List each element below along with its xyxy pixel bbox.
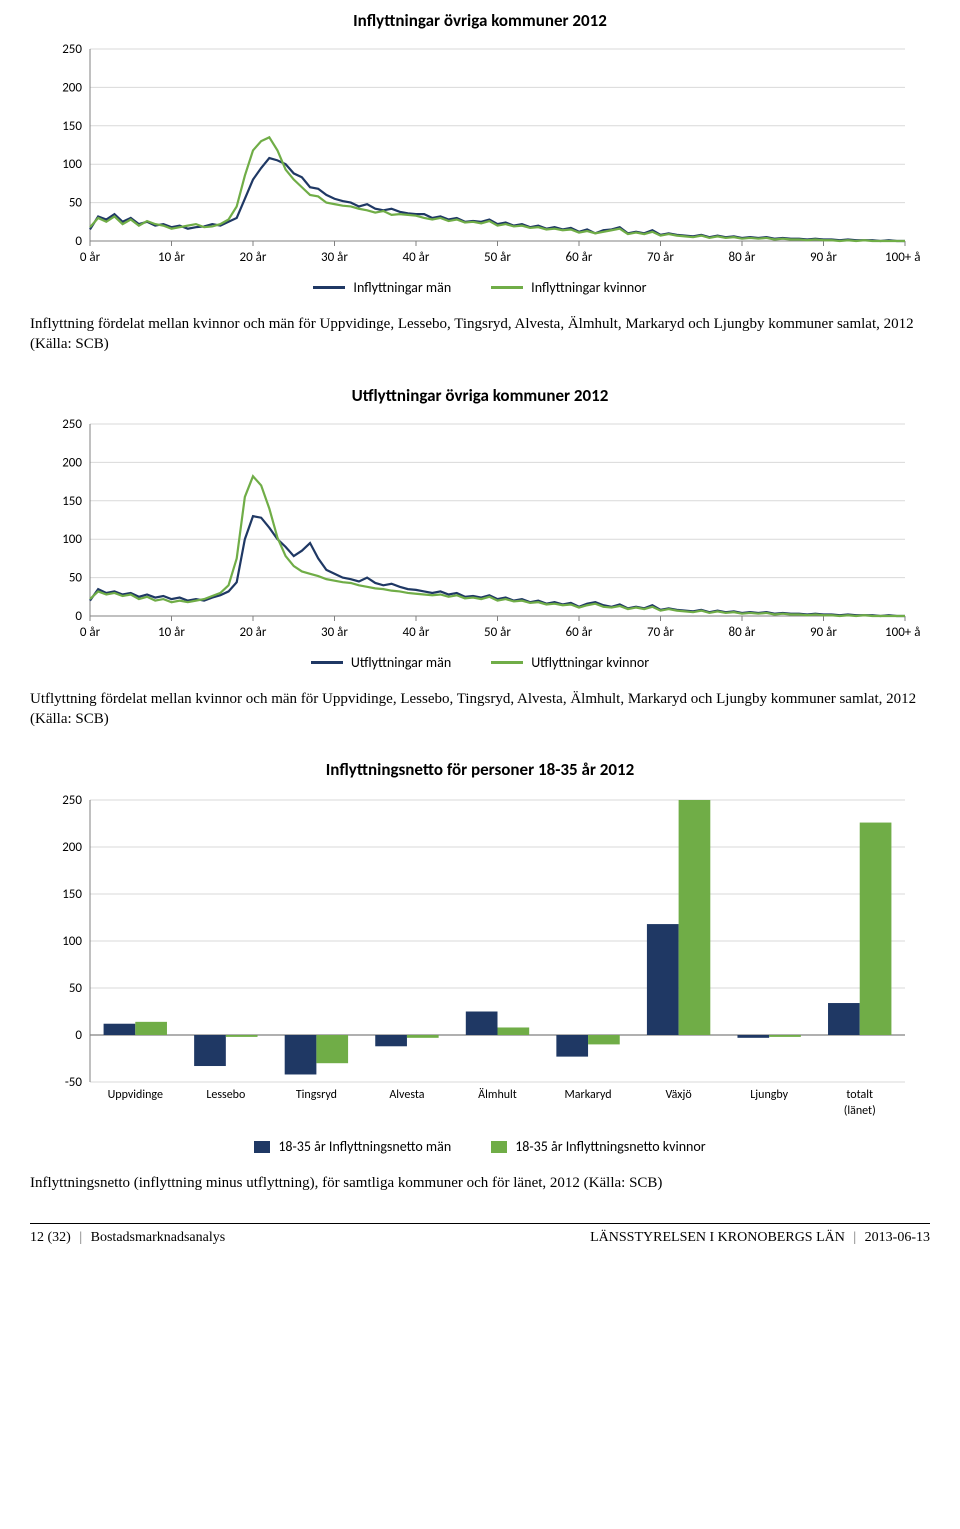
footer-separator: | (853, 1230, 856, 1245)
caption-2: Utflyttning fördelat mellan kvinnor och … (30, 689, 930, 730)
svg-text:0 år: 0 år (80, 250, 101, 265)
svg-text:100+ år: 100+ år (885, 625, 920, 640)
svg-text:250: 250 (62, 42, 82, 57)
svg-text:200: 200 (62, 455, 82, 470)
caption-3: Inflyttningsnetto (inflyttning minus utf… (30, 1173, 930, 1193)
footer-separator: | (79, 1230, 82, 1245)
svg-text:40 år: 40 år (403, 250, 430, 265)
chart2-legend: Utflyttningar män Utflyttningar kvinnor (30, 654, 930, 671)
svg-text:50 år: 50 år (484, 250, 511, 265)
legend-item-women: Inflyttningar kvinnor (491, 279, 646, 296)
svg-text:10 år: 10 år (158, 250, 185, 265)
legend-label: Inflyttningar män (353, 279, 451, 296)
legend-line-icon (311, 661, 343, 664)
legend-label: Utflyttningar män (351, 654, 451, 671)
svg-text:250: 250 (62, 793, 82, 808)
legend-label: Utflyttningar kvinnor (531, 654, 649, 671)
svg-text:0: 0 (75, 609, 82, 624)
footer-left: 12 (32) | Bostadsmarknadsanalys (30, 1230, 225, 1246)
svg-text:60 år: 60 år (566, 625, 593, 640)
legend-label: 18-35 år Inflyttningsnetto män (278, 1138, 451, 1155)
line-chart-inflyttningar: Inflyttningar övriga kommuner 2012 0 50 10… (30, 10, 930, 296)
svg-text:100: 100 (62, 934, 82, 949)
chart3-svg: -50 0 50 100 150 200 250 Uppvidinge Lessebo Tings… (40, 790, 920, 1130)
legend-line-icon (313, 286, 345, 289)
svg-text:80 år: 80 år (729, 625, 756, 640)
svg-text:150: 150 (62, 119, 82, 134)
legend-item-women: 18-35 år Inflyttningsnetto kvinnor (491, 1138, 705, 1155)
svg-text:Lessebo: Lessebo (206, 1088, 245, 1102)
chart2-title: Utflyttningar övriga kommuner 2012 (30, 385, 930, 406)
line-chart-utflyttningar: Utflyttningar övriga kommuner 2012 0 50 10… (30, 385, 930, 671)
svg-text:30 år: 30 år (321, 625, 348, 640)
svg-text:150: 150 (62, 493, 82, 508)
footer-date: 2013-06-13 (865, 1230, 930, 1245)
svg-text:100+ år: 100+ år (885, 250, 920, 265)
svg-text:Tingsryd: Tingsryd (296, 1088, 337, 1102)
svg-text:50: 50 (69, 196, 83, 211)
chart3-title: Inflyttningsnetto för personer 18-35 år … (30, 759, 930, 780)
svg-text:50 år: 50 år (484, 625, 511, 640)
svg-text:0: 0 (75, 234, 82, 249)
legend-item-women: Utflyttningar kvinnor (491, 654, 649, 671)
svg-text:90 år: 90 år (810, 625, 837, 640)
legend-line-icon (491, 286, 523, 289)
svg-text:(länet): (länet) (844, 1104, 876, 1118)
legend-box-icon (254, 1141, 270, 1153)
svg-text:100: 100 (62, 532, 82, 547)
legend-label: Inflyttningar kvinnor (531, 279, 646, 296)
svg-text:Älmhult: Älmhult (478, 1087, 517, 1102)
svg-text:Alvesta: Alvesta (389, 1088, 424, 1102)
chart3-legend: 18-35 år Inflyttningsnetto män 18-35 år … (30, 1138, 930, 1155)
svg-text:40 år: 40 år (403, 625, 430, 640)
svg-text:30 år: 30 år (321, 250, 348, 265)
legend-box-icon (491, 1141, 507, 1153)
legend-line-icon (491, 661, 523, 664)
footer-right: LÄNSSTYRELSEN I KRONOBERGS LÄN | 2013-06… (590, 1230, 930, 1246)
bar-chart-netto: Inflyttningsnetto för personer 18-35 år … (30, 759, 930, 1155)
svg-text:-50: -50 (65, 1075, 83, 1090)
svg-text:200: 200 (62, 80, 82, 95)
footer-doc: Bostadsmarknadsanalys (91, 1230, 226, 1245)
caption-1: Inflyttning fördelat mellan kvinnor och … (30, 314, 930, 355)
svg-text:20 år: 20 år (240, 625, 267, 640)
svg-text:80 år: 80 år (729, 250, 756, 265)
svg-text:totalt: totalt (846, 1088, 873, 1102)
legend-label: 18-35 år Inflyttningsnetto kvinnor (515, 1138, 705, 1155)
svg-text:60 år: 60 år (566, 250, 593, 265)
legend-item-men: 18-35 år Inflyttningsnetto män (254, 1138, 451, 1155)
svg-text:90 år: 90 år (810, 250, 837, 265)
svg-text:100: 100 (62, 157, 82, 172)
chart2-svg: 0 50 100 150 200 250 0 år 10 år 20 år 30 år 40 år 5… (40, 416, 920, 646)
page-footer: 12 (32) | Bostadsmarknadsanalys LÄNSSTYR… (30, 1223, 930, 1246)
legend-item-men: Utflyttningar män (311, 654, 451, 671)
svg-text:250: 250 (62, 417, 82, 432)
chart1-title: Inflyttningar övriga kommuner 2012 (30, 10, 930, 31)
chart1-svg: 0 50 100 150 200 250 0 år 10 år 20 år 30 år 40 år 5… (40, 41, 920, 271)
footer-page: 12 (32) (30, 1230, 71, 1245)
svg-text:20 år: 20 år (240, 250, 267, 265)
svg-text:70 år: 70 år (647, 625, 674, 640)
legend-item-men: Inflyttningar män (313, 279, 451, 296)
svg-text:Markaryd: Markaryd (565, 1088, 612, 1102)
svg-text:150: 150 (62, 887, 82, 902)
svg-text:70 år: 70 år (647, 250, 674, 265)
svg-text:0 år: 0 år (80, 625, 101, 640)
svg-text:50: 50 (69, 570, 83, 585)
svg-text:50: 50 (69, 981, 83, 996)
footer-org: LÄNSSTYRELSEN I KRONOBERGS LÄN (590, 1230, 845, 1245)
svg-text:Växjö: Växjö (666, 1088, 692, 1102)
chart1-legend: Inflyttningar män Inflyttningar kvinnor (30, 279, 930, 296)
svg-text:Uppvidinge: Uppvidinge (108, 1088, 163, 1102)
svg-text:Ljungby: Ljungby (750, 1088, 788, 1102)
svg-text:200: 200 (62, 840, 82, 855)
svg-text:10 år: 10 år (158, 625, 185, 640)
svg-text:0: 0 (75, 1028, 82, 1043)
